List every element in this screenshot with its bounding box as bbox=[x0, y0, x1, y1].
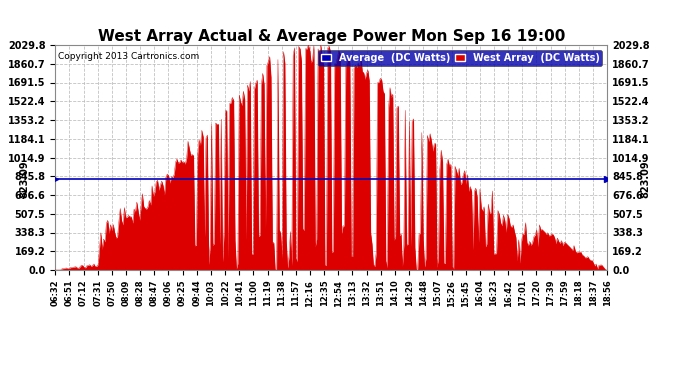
Title: West Array Actual & Average Power Mon Sep 16 19:00: West Array Actual & Average Power Mon Se… bbox=[97, 29, 565, 44]
Text: 823.09: 823.09 bbox=[20, 160, 30, 198]
Legend: Average  (DC Watts), West Array  (DC Watts): Average (DC Watts), West Array (DC Watts… bbox=[318, 50, 602, 66]
Text: Copyright 2013 Cartronics.com: Copyright 2013 Cartronics.com bbox=[58, 52, 199, 61]
Text: 823.09: 823.09 bbox=[641, 160, 651, 198]
